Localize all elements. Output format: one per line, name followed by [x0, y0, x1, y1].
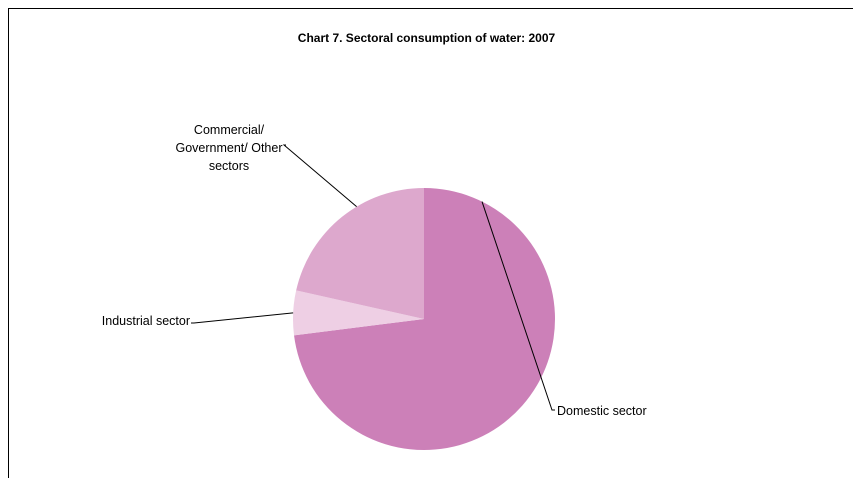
chart-title: Chart 7. Sectoral consumption of water: …	[297, 31, 556, 45]
chart-frame	[8, 8, 853, 478]
pie-slice-commercial-government-other-sectors	[296, 188, 424, 319]
slice-label-industrial-sector: Industrial sector	[102, 314, 190, 328]
leader-line-industrial-sector	[191, 312, 294, 324]
slice-label-commercial-government-other-sectors: Commercial/Government/ Other sectors	[176, 123, 283, 173]
leader-line-domestic-sector	[481, 201, 555, 411]
slice-label-domestic-sector: Domestic sector	[557, 404, 647, 418]
pie-slice-industrial-sector	[293, 290, 424, 336]
pie-slice-domestic-sector	[294, 188, 555, 450]
leader-line-commercial-government-other-sectors	[282, 144, 357, 208]
